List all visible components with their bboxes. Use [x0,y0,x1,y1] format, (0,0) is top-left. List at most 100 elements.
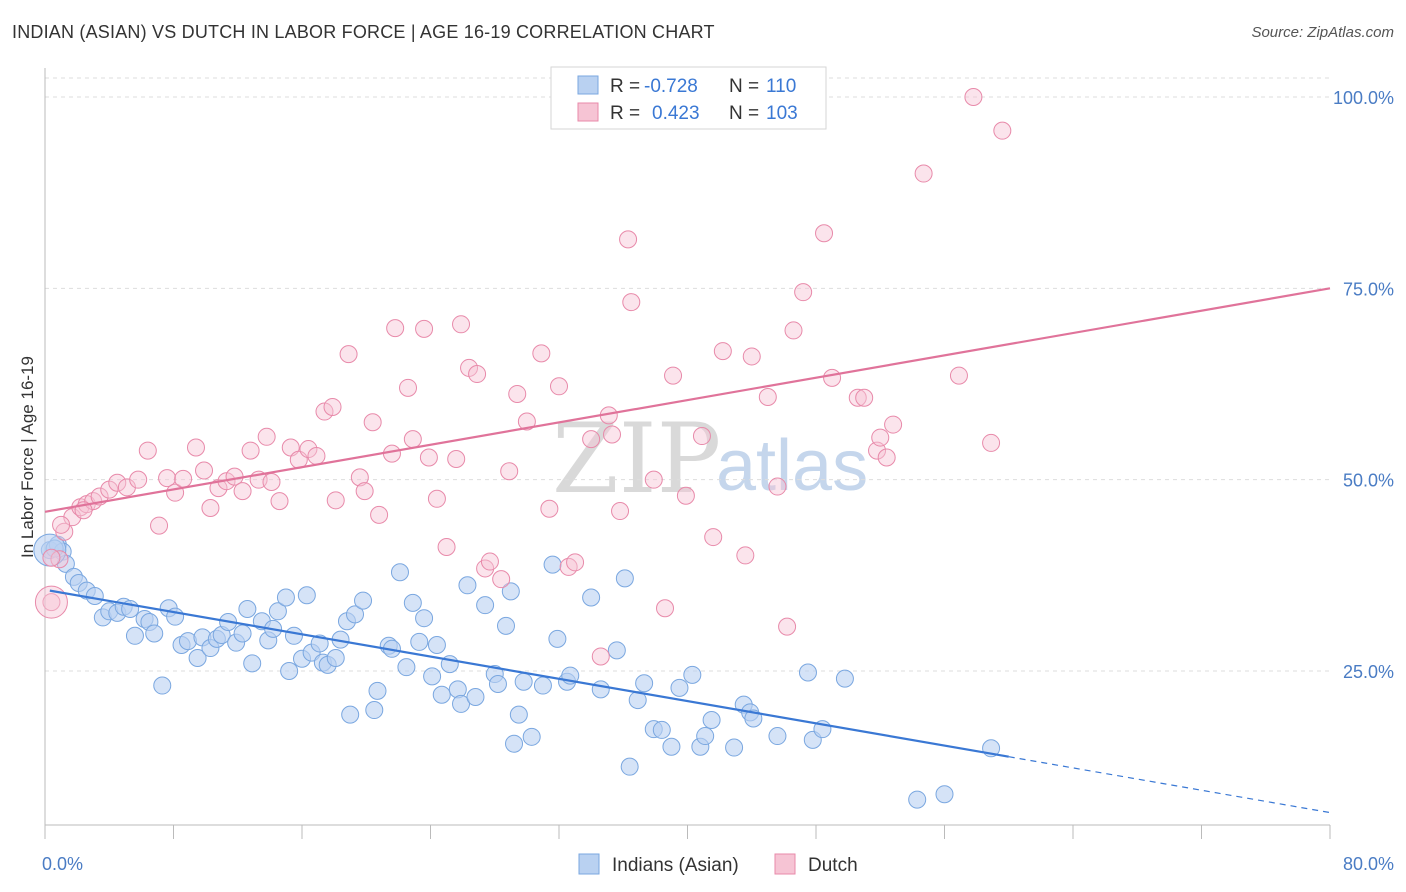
data-point [386,319,405,338]
chart-title: INDIAN (ASIAN) VS DUTCH IN LABOR FORCE |… [12,22,715,42]
data-point [108,473,127,492]
data-point [174,469,193,488]
data-point [186,438,205,457]
x-tick-labels: 0.0% 80.0% [42,854,1394,874]
data-point [644,470,663,489]
data-point [350,468,369,487]
trend-line-indians [49,589,1009,758]
data-point [410,632,429,651]
data-point [496,616,515,635]
data-point [683,665,702,684]
axes [44,68,1331,839]
data-point [548,629,567,648]
data-point [517,412,536,431]
data-point [432,685,451,704]
y-tick-label: 50.0% [1343,471,1394,491]
legend-r-value-dutch: 0.423 [652,103,700,124]
data-point [42,593,61,612]
data-point [355,482,374,501]
data-point [784,321,803,340]
legend-swatch-indians [577,75,599,95]
correlation-legend: R = -0.728 N = 110 R = 0.423 N = 103 [550,66,827,130]
x-tick-label: 80.0% [1343,854,1394,874]
bottom-legend-label-dutch: Dutch [808,855,858,876]
data-point [415,319,434,338]
y-tick-label: 25.0% [1343,662,1394,682]
x-tick-label: 0.0% [42,854,83,874]
data-point [403,430,422,449]
data-point [270,492,289,511]
watermark-atlas: atlas [716,426,868,506]
data-point [823,368,842,387]
data-point [877,448,896,467]
data-point [458,576,477,595]
data-point [42,548,61,567]
data-point [778,617,797,636]
data-point [559,557,578,576]
data-point [341,705,360,724]
data-point [514,672,533,691]
data-point [339,345,358,364]
data-point [427,489,446,508]
data-point [419,448,438,467]
data-point [326,648,345,667]
data-point [664,366,683,385]
legend-r-label-dutch: R = [610,103,640,124]
data-point [982,433,1001,452]
data-point [466,688,485,707]
data-point [704,528,723,547]
data-point [276,588,295,607]
data-point-large [34,585,68,619]
data-point [884,415,903,434]
data-point [145,624,164,643]
data-point [138,441,157,460]
series-dutch-points [34,87,1012,666]
y-tick-label: 100.0% [1333,88,1394,108]
data-point [540,499,559,518]
data-point [399,378,418,397]
legend-n-value-indians: 110 [766,76,796,97]
data-point [622,293,641,312]
y-axis-label: In Labor Force | Age 16-19 [18,356,37,558]
data-point [257,427,276,446]
data-point [150,516,169,535]
data-point [365,701,384,720]
data-point [368,681,387,700]
data-point [815,224,834,243]
data-point [835,669,854,688]
data-point [758,388,777,407]
data-point [532,344,551,363]
data-point [354,591,373,610]
watermark-zip: ZIP [552,403,721,515]
data-point [702,710,721,729]
data-point [468,365,487,384]
data-point [656,599,675,618]
data-point [662,737,681,756]
data-point [125,626,144,645]
bottom-legend-swatch-indians [578,853,600,875]
trend-lines [44,287,1331,814]
trend-line-indians-extension [1008,756,1331,814]
data-point [591,647,610,666]
data-point [447,450,466,469]
data-point [670,678,689,697]
legend-n-value-dutch: 103 [766,103,798,124]
data-point [480,552,499,571]
y-tick-label: 75.0% [1343,279,1394,299]
data-point [522,727,541,746]
data-point [725,738,744,757]
data-point [619,230,638,249]
data-point [509,705,528,724]
data-point [297,586,316,605]
data-point [500,462,519,481]
data-point [935,785,954,804]
data-point [382,444,401,463]
data-point [635,674,654,693]
data-point [582,430,601,449]
data-point [280,662,299,680]
data-point [676,486,695,505]
data-point [855,388,874,407]
data-point [233,482,252,501]
data-point [566,553,585,572]
